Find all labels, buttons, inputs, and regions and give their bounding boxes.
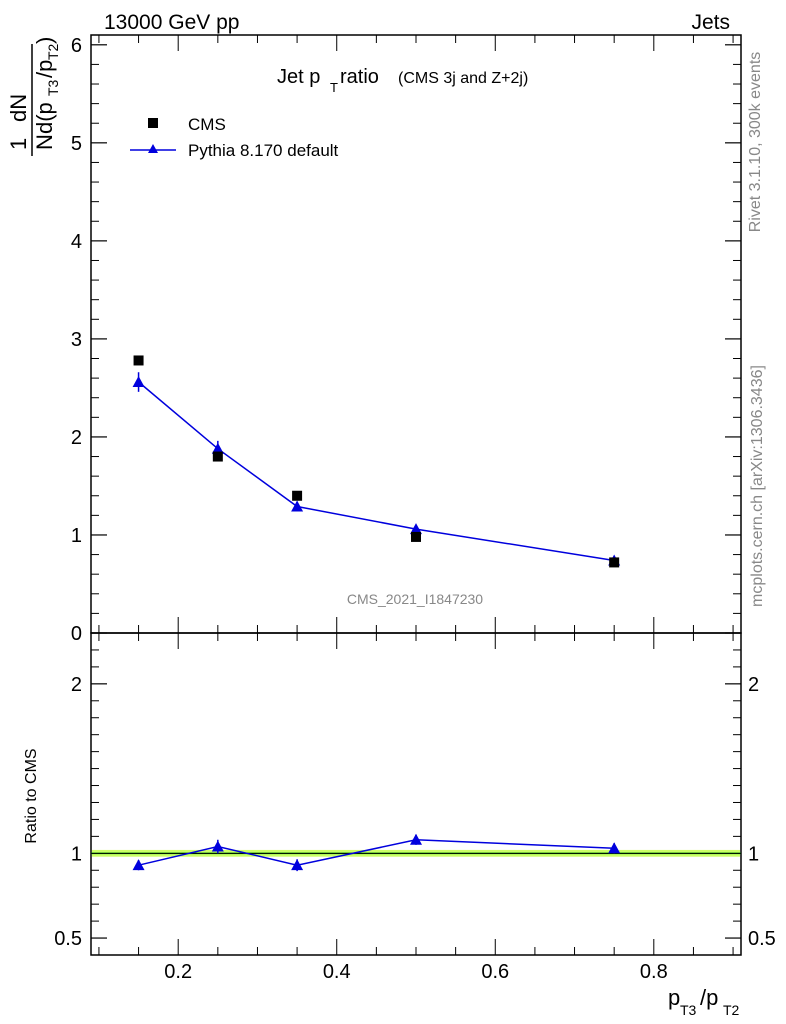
legend-mc-label: Pythia 8.170 default	[188, 141, 339, 160]
xlabel-sub1: T3	[680, 1002, 697, 1018]
upper-axes: 0 1 2 3 4 5 6	[71, 35, 741, 645]
lower-axes: 0.2 0.4 0.6 0.8 0.5 0.5 1 1 2 2	[54, 632, 776, 983]
plot-title: Jet p T ratio (CMS 3j and Z+2j)	[277, 66, 528, 95]
cms-point	[133, 355, 144, 366]
y-tick-label: 4	[71, 231, 82, 253]
ratio-mc-point	[132, 859, 145, 871]
cms-point	[609, 557, 620, 568]
ratio-mc-point	[410, 833, 422, 845]
x-tick-label: 0.2	[164, 961, 192, 983]
y-tick-label: 0	[71, 623, 82, 645]
xlabel-sub2: T2	[723, 1002, 740, 1018]
cms-point	[292, 490, 303, 501]
mc-point	[132, 376, 145, 388]
ylabel-sub-t2: T2	[45, 43, 61, 60]
ratio-mc-point	[608, 842, 621, 854]
watermark: CMS_2021_I1847230	[347, 591, 483, 607]
title-sub: T	[330, 80, 338, 95]
title-tail: ratio	[340, 66, 379, 88]
xlabel-mid: /p	[700, 985, 718, 1010]
ratio-y-tick-label-right: 2	[748, 674, 759, 696]
cms-point	[212, 451, 223, 462]
mc-point	[291, 500, 304, 512]
y-tick-label: 1	[71, 525, 82, 547]
title-main: Jet p	[277, 66, 320, 88]
upper-marks	[132, 355, 621, 568]
mc-point	[211, 442, 224, 454]
y-tick-label: 3	[71, 329, 82, 351]
x-tick-label: 0.6	[481, 961, 509, 983]
ratio-y-tick-label: 1	[71, 843, 82, 865]
side-text-upper: Rivet 3.1.10, 300k events	[747, 52, 764, 233]
ylabel-lower: Ratio to CMS	[23, 748, 40, 843]
ylabel-one: 1	[6, 138, 31, 150]
ylabel-n: N	[32, 134, 57, 150]
ratio-y-tick-label-right: 1	[748, 843, 759, 865]
legend: CMS Pythia 8.170 default	[130, 115, 339, 160]
mc-line	[138, 381, 615, 562]
ratio-y-tick-label: 0.5	[54, 928, 82, 950]
lower-frame	[90, 632, 742, 956]
cms-point	[411, 531, 421, 542]
x-tick-label: 0.8	[640, 961, 668, 983]
ratio-y-tick-label-right: 0.5	[748, 928, 776, 950]
ylabel-close: )	[32, 37, 57, 44]
header-left: 13000 GeV pp	[104, 11, 239, 34]
header-right: Jets	[691, 11, 730, 34]
ratio-y-tick-label: 2	[71, 674, 82, 696]
title-small: (CMS 3j and Z+2j)	[398, 70, 528, 87]
ratio-mc-point	[291, 859, 304, 871]
ylabel-slash: /p	[32, 60, 57, 78]
ylabel-sub-t3: T3	[45, 79, 61, 96]
xlabel: p T3 /p T2	[668, 985, 740, 1018]
xlabel-p1: p	[668, 985, 680, 1010]
y-tick-label: 6	[71, 35, 82, 57]
legend-cms-label: CMS	[188, 115, 226, 134]
side-text-lower: mcplots.cern.ch [arXiv:1306.3436]	[749, 365, 766, 607]
ylabel-dn: dN	[6, 94, 31, 122]
legend-mc-marker	[148, 144, 158, 153]
ylabel-dp: d(p	[32, 102, 57, 134]
y-tick-label: 2	[71, 427, 82, 449]
ylabel-upper: 1 dN N d(p T3 /p T2 )	[6, 37, 61, 156]
legend-cms-marker	[148, 118, 158, 128]
ratio-mc-point	[211, 840, 224, 852]
lower-marks	[91, 833, 741, 872]
x-tick-label: 0.4	[323, 961, 351, 983]
y-tick-label: 5	[71, 133, 82, 155]
mc-point	[410, 523, 422, 535]
